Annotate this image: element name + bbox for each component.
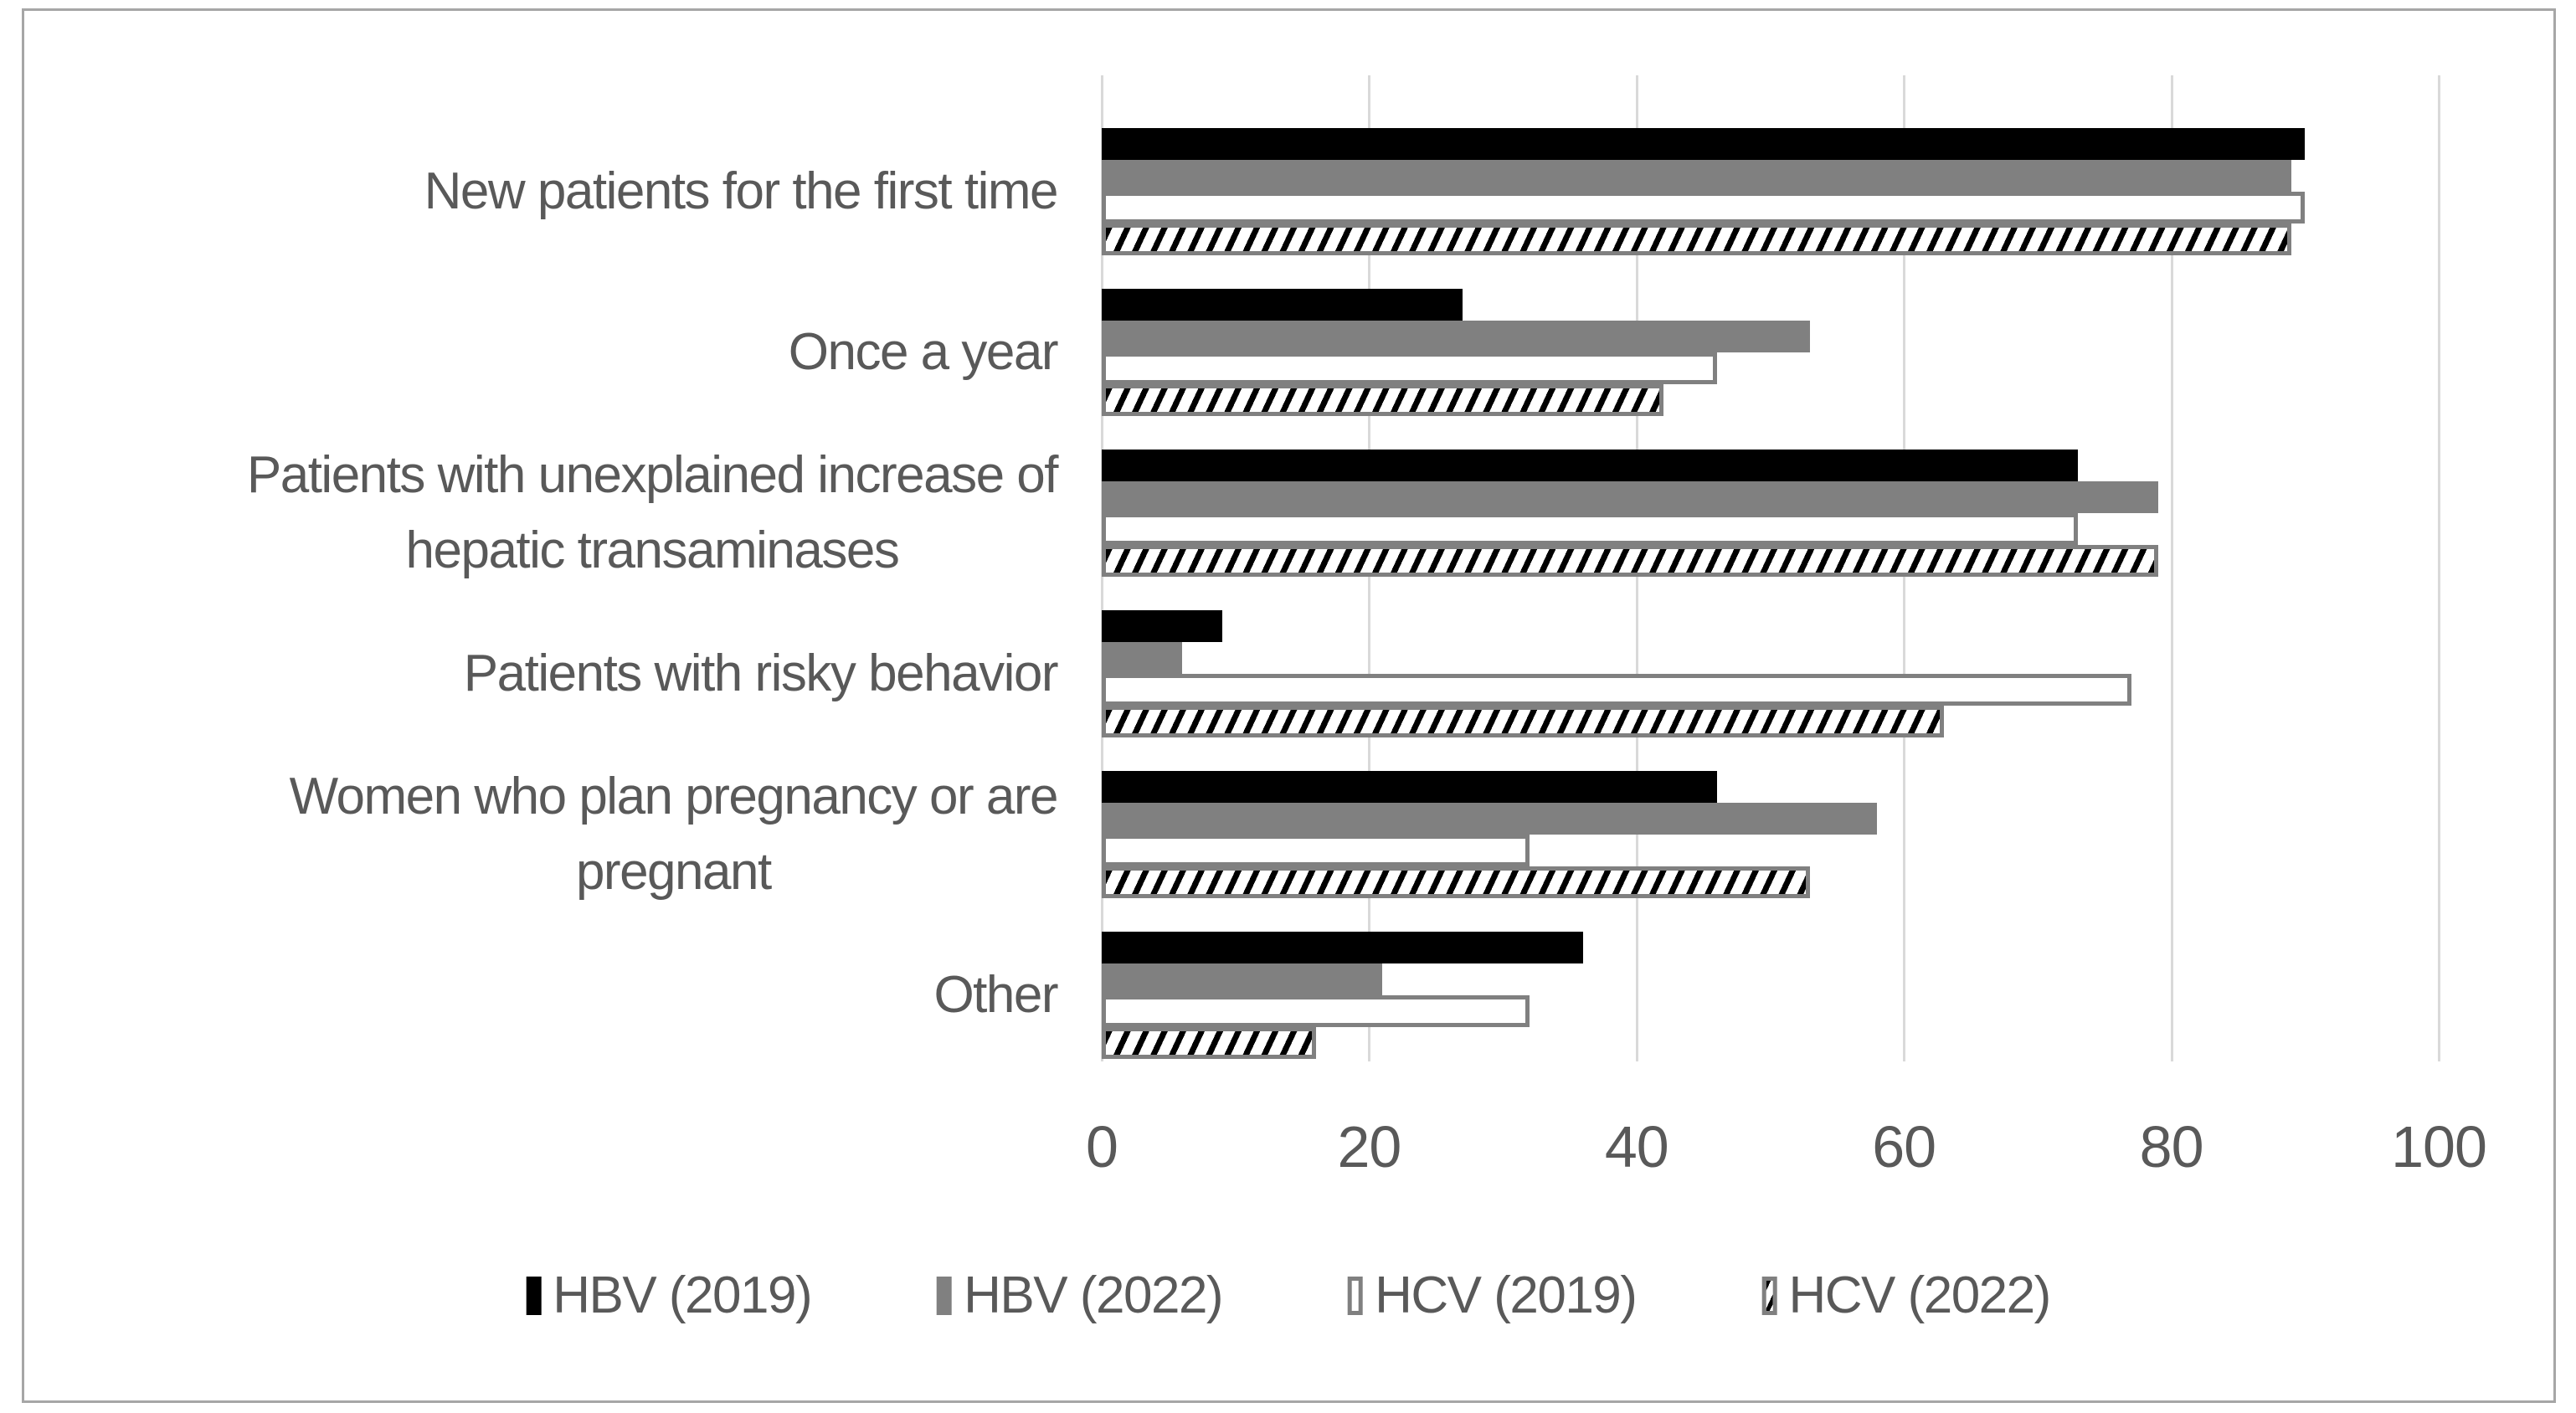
legend-label-hcv-2019: HCV (2019) [1375,1267,1638,1324]
bar-hcv-2022-cat3 [1102,706,1945,737]
bar-hcv-2019-cat3 [1102,674,2131,706]
category-label-1: Once a year [788,323,1059,382]
bar-hcv-2019-cat5 [1102,995,1530,1027]
bar-hcv-2019-cat0 [1102,192,2306,224]
bar-hcv-2022-cat4 [1102,866,1811,898]
category-label-3: Patients with risky behavior [463,645,1059,703]
legend-label-hbv-2022: HBV (2022) [964,1267,1223,1324]
bar-hbv-2019-cat4 [1102,771,1717,803]
bar-hcv-2019-cat4 [1102,835,1530,866]
x-tick-label-20: 20 [1337,1114,1401,1179]
bar-hcv-2022-cat1 [1102,384,1663,416]
category-label-5: Other [933,966,1058,1025]
figure-border [22,8,2556,1403]
legend-item-hbv-2019: HBV (2019) [526,1266,813,1325]
legend: HBV (2019) HBV (2022) HCV (2019) HCV (2022) [526,1266,2051,1325]
bar-hbv-2022-cat2 [1102,481,2158,513]
bar-hcv-2022-cat5 [1102,1027,1316,1059]
legend-swatch-hbv-2019 [526,1276,542,1315]
x-tick-label-40: 40 [1604,1114,1669,1179]
legend-label-hcv-2022: HCV (2022) [1788,1267,2051,1324]
bar-hcv-2022-cat0 [1102,224,2292,255]
gridline-x-100 [2438,75,2440,1061]
bar-hbv-2019-cat0 [1102,128,2306,160]
bar-hcv-2022-cat2 [1102,545,2158,577]
bar-hbv-2019-cat5 [1102,932,1583,963]
legend-label-hbv-2019: HBV (2019) [553,1267,812,1324]
bar-hbv-2019-cat1 [1102,289,1463,321]
legend-swatch-hcv-2019 [1348,1276,1364,1315]
bar-hbv-2022-cat3 [1102,642,1182,674]
x-tick-label-0: 0 [1086,1114,1118,1179]
x-tick-label-80: 80 [2139,1114,2204,1179]
plot-area [1101,75,2441,1061]
category-label-2: Patients with unexplained increase of he… [246,446,1059,579]
bar-hbv-2022-cat1 [1102,321,1811,352]
legend-swatch-hbv-2022 [937,1276,953,1315]
bar-hcv-2019-cat1 [1102,352,1717,384]
x-tick-label-100: 100 [2391,1114,2487,1179]
legend-item-hcv-2022: HCV (2022) [1761,1266,2051,1325]
x-tick-label-60: 60 [1872,1114,1936,1179]
bar-hbv-2022-cat0 [1102,160,2292,192]
bar-hbv-2019-cat2 [1102,450,2078,481]
category-label-4: Women who plan pregnancy or are pregnant [289,768,1059,901]
bar-hbv-2022-cat4 [1102,803,1878,835]
legend-swatch-hcv-2022 [1761,1276,1777,1315]
bar-hbv-2019-cat3 [1102,610,1222,642]
bar-hbv-2022-cat5 [1102,963,1383,995]
category-label-0: New patients for the first time [424,162,1059,221]
legend-item-hbv-2022: HBV (2022) [937,1266,1224,1325]
legend-item-hcv-2019: HCV (2019) [1348,1266,1638,1325]
bar-hcv-2019-cat2 [1102,513,2078,545]
gridline-x-80 [2170,75,2173,1061]
